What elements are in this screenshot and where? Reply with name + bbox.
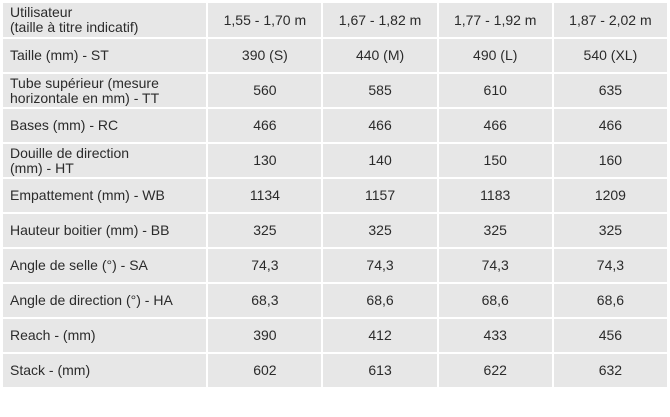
table-row: Tube supérieur (mesure horizontale en mm)…	[3, 74, 667, 107]
value-cell: 1209	[553, 179, 667, 212]
row-label-cell: Tube supérieur (mesure horizontale en mm)…	[3, 74, 207, 107]
value-cell: 466	[323, 109, 437, 142]
value-cell: 74,3	[323, 249, 437, 282]
value-cell: 325	[438, 214, 552, 247]
value-cell: 632	[553, 354, 667, 387]
value-cell: 466	[438, 109, 552, 142]
value-cell: 325	[323, 214, 437, 247]
value-cell: 74,3	[553, 249, 667, 282]
row-label-line: Angle de selle (°) - SA	[10, 257, 148, 273]
value-cell: 68,6	[323, 284, 437, 317]
geometry-table-body: Utilisateur (taille à titre indicatif) 1…	[3, 3, 667, 387]
table-row: Bases (mm) - RC 466 466 466 466	[3, 109, 667, 142]
value-cell: 390 (S)	[208, 39, 322, 72]
value-cell: 466	[553, 109, 667, 142]
value-cell: 160	[553, 144, 667, 177]
row-label-cell: Bases (mm) - RC	[3, 109, 207, 142]
header-size-cell: 1,67 - 1,82 m	[323, 3, 437, 37]
value-cell: 390	[208, 319, 322, 352]
value-cell: 540 (XL)	[553, 39, 667, 72]
table-row: Stack - (mm) 602 613 622 632	[3, 354, 667, 387]
value-cell: 140	[323, 144, 437, 177]
value-cell: 150	[438, 144, 552, 177]
value-cell: 68,6	[438, 284, 552, 317]
row-label-line: Bases (mm) - RC	[10, 117, 119, 133]
header-size-cell: 1,55 - 1,70 m	[208, 3, 322, 37]
header-label-line2: (taille à titre indicatif)	[10, 19, 139, 35]
value-cell: 325	[208, 214, 322, 247]
row-label-line: Douille de direction	[10, 144, 130, 161]
header-label-line1: Utilisateur	[10, 4, 73, 20]
table-row: Angle de selle (°) - SA 74,3 74,3 74,3 74,3	[3, 249, 667, 282]
value-cell: 1134	[208, 179, 322, 212]
row-label-cell: Angle de selle (°) - SA	[3, 249, 207, 282]
row-label-cell: Douille de direction (mm) - HT	[3, 144, 207, 177]
value-cell: 622	[438, 354, 552, 387]
value-cell: 1157	[323, 179, 437, 212]
row-label-line: Stack - (mm)	[10, 362, 91, 378]
table-row: Reach - (mm) 390 412 433 456	[3, 319, 667, 352]
row-label-line: Hauteur boitier (mm) - BB	[10, 222, 170, 238]
value-cell: 325	[553, 214, 667, 247]
row-label-line: Empattement (mm) - WB	[10, 187, 165, 203]
row-label-cell: Taille (mm) - ST	[3, 39, 207, 72]
row-label-cell: Stack - (mm)	[3, 354, 207, 387]
header-row: Utilisateur (taille à titre indicatif) 1…	[3, 3, 667, 37]
value-cell: 635	[553, 74, 667, 107]
table-row: Hauteur boitier (mm) - BB 325 325 325 325	[3, 214, 667, 247]
value-cell: 466	[208, 109, 322, 142]
row-label-line: horizontale en mm) - TT	[10, 89, 160, 106]
value-cell: 74,3	[438, 249, 552, 282]
value-cell: 456	[553, 319, 667, 352]
row-label-cell: Empattement (mm) - WB	[3, 179, 207, 212]
row-label-cell: Hauteur boitier (mm) - BB	[3, 214, 207, 247]
header-label-cell: Utilisateur (taille à titre indicatif)	[3, 3, 207, 37]
geometry-table: Utilisateur (taille à titre indicatif) 1…	[1, 1, 669, 389]
value-cell: 412	[323, 319, 437, 352]
row-label-line: Tube supérieur (mesure	[10, 74, 159, 91]
value-cell: 490 (L)	[438, 39, 552, 72]
value-cell: 560	[208, 74, 322, 107]
value-cell: 613	[323, 354, 437, 387]
row-label-line: Taille (mm) - ST	[10, 47, 109, 63]
value-cell: 68,6	[553, 284, 667, 317]
value-cell: 602	[208, 354, 322, 387]
table-row: Empattement (mm) - WB 1134 1157 1183 1209	[3, 179, 667, 212]
row-label-cell: Angle de direction (°) - HA	[3, 284, 207, 317]
table-row: Douille de direction (mm) - HT 130 140 150 16…	[3, 144, 667, 177]
row-label-line: Reach - (mm)	[10, 327, 96, 343]
value-cell: 585	[323, 74, 437, 107]
row-label-cell: Reach - (mm)	[3, 319, 207, 352]
value-cell: 68,3	[208, 284, 322, 317]
value-cell: 1183	[438, 179, 552, 212]
value-cell: 433	[438, 319, 552, 352]
value-cell: 610	[438, 74, 552, 107]
table-row: Taille (mm) - ST 390 (S) 440 (M) 490 (L) 540…	[3, 39, 667, 72]
value-cell: 74,3	[208, 249, 322, 282]
row-label-line: (mm) - HT	[10, 159, 74, 176]
value-cell: 440 (M)	[323, 39, 437, 72]
value-cell: 130	[208, 144, 322, 177]
header-size-cell: 1,77 - 1,92 m	[438, 3, 552, 37]
row-label-line: Angle de direction (°) - HA	[10, 292, 173, 308]
header-size-cell: 1,87 - 2,02 m	[553, 3, 667, 37]
table-row: Angle de direction (°) - HA 68,3 68,6 68,6 6…	[3, 284, 667, 317]
